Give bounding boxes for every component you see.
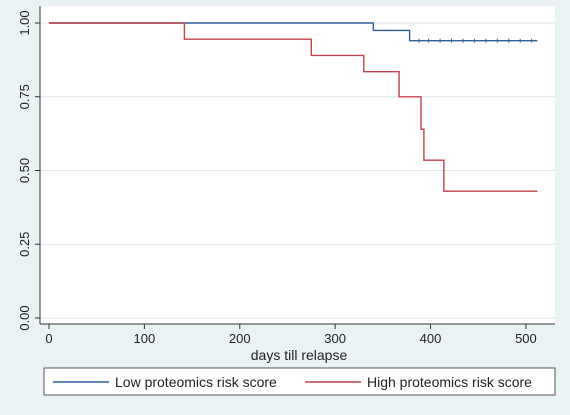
y-tick-label: 0.25 xyxy=(17,232,32,257)
y-tick-label: 0.00 xyxy=(17,305,32,330)
x-axis-title: days till relapse xyxy=(251,347,348,363)
y-tick-label: 0.50 xyxy=(17,158,32,183)
x-tick-label: 400 xyxy=(420,331,442,346)
x-tick-label: 100 xyxy=(134,331,156,346)
x-tick-label: 500 xyxy=(515,331,537,346)
x-tick-label: 300 xyxy=(324,331,346,346)
y-tick-label: 0.75 xyxy=(17,84,32,109)
legend-label: High proteomics risk score xyxy=(367,374,532,390)
legend-label: Low proteomics risk score xyxy=(115,374,277,390)
y-tick-label: 1.00 xyxy=(17,10,32,35)
x-tick-label: 200 xyxy=(229,331,251,346)
plot-area xyxy=(40,6,555,324)
x-tick-label: 0 xyxy=(45,331,52,346)
series-line-low-risk xyxy=(49,22,538,42)
legend-box xyxy=(43,367,556,396)
series-line-high-risk xyxy=(49,22,538,192)
